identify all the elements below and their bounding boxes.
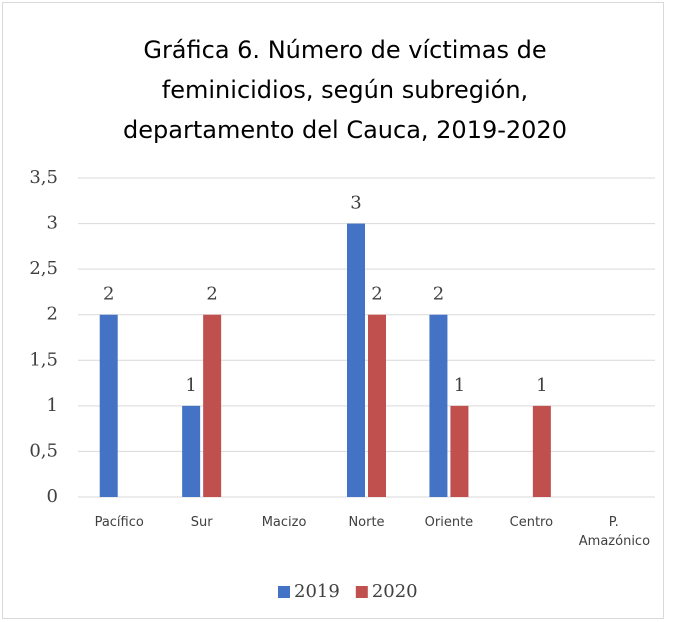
data-label: 1 <box>536 375 547 396</box>
x-tick-label: Sur <box>190 515 213 530</box>
y-tick-label: 0,5 <box>29 440 58 461</box>
bar <box>532 405 551 497</box>
x-tick-label: Centro <box>509 515 554 530</box>
y-tick-label: 3,5 <box>29 167 58 188</box>
y-tick-label: 0 <box>47 486 58 507</box>
bar <box>99 314 118 497</box>
legend-swatch <box>355 586 368 598</box>
data-label: 1 <box>454 375 465 396</box>
x-tick-label: Pacífico <box>94 515 144 530</box>
legend-label: 2020 <box>372 581 418 602</box>
data-label: 2 <box>103 284 114 305</box>
data-label: 1 <box>185 375 196 396</box>
x-tick-label: Norte <box>348 515 385 530</box>
data-label: 2 <box>206 284 217 305</box>
bar <box>203 314 222 497</box>
chart-title: Gráfica 6. Número de víctimas de feminic… <box>123 36 567 144</box>
data-label: 2 <box>433 284 444 305</box>
legend-swatch <box>278 586 290 598</box>
data-label: 2 <box>371 284 382 305</box>
y-tick-label: 3 <box>47 213 58 234</box>
x-tick-label: P. Amazónico <box>578 515 651 549</box>
chart-frame <box>2 2 664 619</box>
y-tick-label: 1 <box>47 395 58 416</box>
bar <box>182 405 201 497</box>
y-tick-label: 1,5 <box>29 349 58 370</box>
bar <box>429 314 448 497</box>
legend-label: 2019 <box>294 581 340 602</box>
bar <box>347 223 365 498</box>
bar <box>368 314 386 497</box>
y-tick-label: 2,5 <box>29 258 58 279</box>
x-tick-label: Macizo <box>261 515 307 530</box>
y-tick-label: 2 <box>47 304 58 325</box>
x-tick-label: Oriente <box>424 515 474 530</box>
bar <box>450 405 469 497</box>
data-label: 3 <box>350 193 361 214</box>
